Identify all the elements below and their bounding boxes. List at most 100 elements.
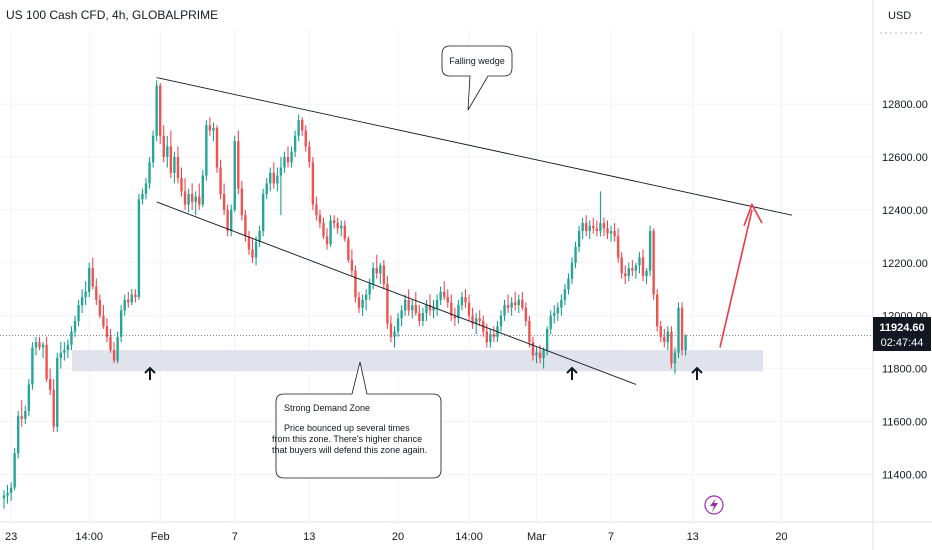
candle xyxy=(112,342,116,364)
x-tick-label: 14:00 xyxy=(455,531,483,543)
candle-body xyxy=(354,270,357,298)
candle-body xyxy=(506,305,510,308)
candle xyxy=(503,299,506,321)
candle-body xyxy=(439,291,442,300)
candle xyxy=(116,331,119,364)
current-price-tag[interactable]: 11924.60 02:47:44 xyxy=(873,317,931,351)
candle xyxy=(684,334,687,356)
candle-body xyxy=(77,305,80,321)
candle-body xyxy=(162,135,165,157)
candle-body xyxy=(261,194,265,232)
candle xyxy=(169,130,173,179)
candle xyxy=(80,289,84,314)
candle-body xyxy=(148,162,151,184)
lightning-bolt-icon[interactable] xyxy=(704,495,724,515)
candle-body xyxy=(6,492,9,496)
chart-title: US 100 Cash CFD, 4h, GLOBALPRIME xyxy=(6,8,218,22)
candle-body xyxy=(347,238,350,261)
candle xyxy=(251,238,254,263)
y-tick-label: 12600.00 xyxy=(882,152,928,164)
candle-body xyxy=(364,294,368,300)
candle-body xyxy=(514,302,517,306)
candle-body xyxy=(91,268,94,287)
candle xyxy=(173,151,176,184)
price-axis[interactable]: 11400.0011600.0011800.0012000.0012200.00… xyxy=(872,0,928,550)
candle xyxy=(648,225,652,276)
wedge-lower-line[interactable] xyxy=(156,201,637,385)
candle-body xyxy=(528,320,531,343)
demand-zone-layer xyxy=(0,335,873,372)
candle xyxy=(396,313,400,337)
candle-body xyxy=(588,225,591,232)
candle-body xyxy=(517,299,520,306)
time-axis[interactable]: 23 14:00 Feb 7 13 20 14:00 Mar 7 13 20 xyxy=(0,521,932,543)
candle xyxy=(641,249,645,282)
candle-body xyxy=(432,307,435,311)
candle xyxy=(222,183,226,216)
currency-label[interactable]: USD xyxy=(888,10,911,22)
candle-body xyxy=(240,188,244,216)
candle-body xyxy=(613,231,616,237)
candle-body xyxy=(105,326,109,337)
candle xyxy=(531,336,535,361)
candle-body xyxy=(634,265,638,271)
candle xyxy=(450,294,453,321)
candle xyxy=(237,130,240,194)
candle xyxy=(499,310,503,332)
candle xyxy=(315,196,318,221)
candle-body xyxy=(283,156,286,168)
target-arrow-line[interactable] xyxy=(719,209,753,348)
candle-body xyxy=(134,294,137,298)
candle-body xyxy=(237,141,240,189)
candle xyxy=(137,194,141,300)
candle-body xyxy=(641,257,645,276)
candle xyxy=(514,291,517,311)
candle xyxy=(542,347,545,369)
candle xyxy=(631,260,634,276)
candle-body xyxy=(201,175,204,205)
candle xyxy=(77,299,80,327)
y-tick-label: 11600.00 xyxy=(882,416,927,428)
candle xyxy=(354,265,357,303)
candle xyxy=(606,220,609,239)
candle xyxy=(510,297,513,316)
drawings-layer[interactable] xyxy=(144,77,793,385)
candle xyxy=(329,215,332,247)
candle-body xyxy=(95,286,98,300)
candle xyxy=(301,117,304,136)
candle xyxy=(652,228,655,300)
candle xyxy=(506,294,510,314)
target-arrow-head[interactable] xyxy=(743,202,763,227)
candle-body xyxy=(322,223,325,237)
wedge-upper-line[interactable] xyxy=(156,77,793,216)
candle-body xyxy=(382,265,386,284)
candle xyxy=(368,278,371,300)
candle-body xyxy=(531,342,535,356)
candle xyxy=(670,326,673,369)
candle-body xyxy=(226,209,229,232)
candle-body xyxy=(169,146,173,173)
candle xyxy=(286,146,290,168)
candle-body xyxy=(418,313,421,321)
candle xyxy=(325,228,329,250)
candle xyxy=(602,217,606,237)
candle-body xyxy=(595,228,599,232)
candle xyxy=(659,320,662,343)
candle xyxy=(389,315,393,343)
candle-body xyxy=(325,236,329,245)
candle-body xyxy=(393,331,396,337)
candle xyxy=(265,178,268,200)
demand-zone-callout[interactable]: Strong Demand Zone Price bounced up seve… xyxy=(272,361,442,479)
candle xyxy=(6,484,9,504)
wedge-callout[interactable]: Falling wedge xyxy=(441,45,513,111)
x-tick-label: 13 xyxy=(687,531,699,543)
candle xyxy=(361,294,364,316)
candle-body xyxy=(27,384,31,411)
candle xyxy=(88,262,91,298)
candle xyxy=(308,141,311,168)
candle xyxy=(411,299,414,319)
candle xyxy=(400,305,403,327)
candle-body xyxy=(602,223,606,229)
demand-zone xyxy=(72,350,763,372)
